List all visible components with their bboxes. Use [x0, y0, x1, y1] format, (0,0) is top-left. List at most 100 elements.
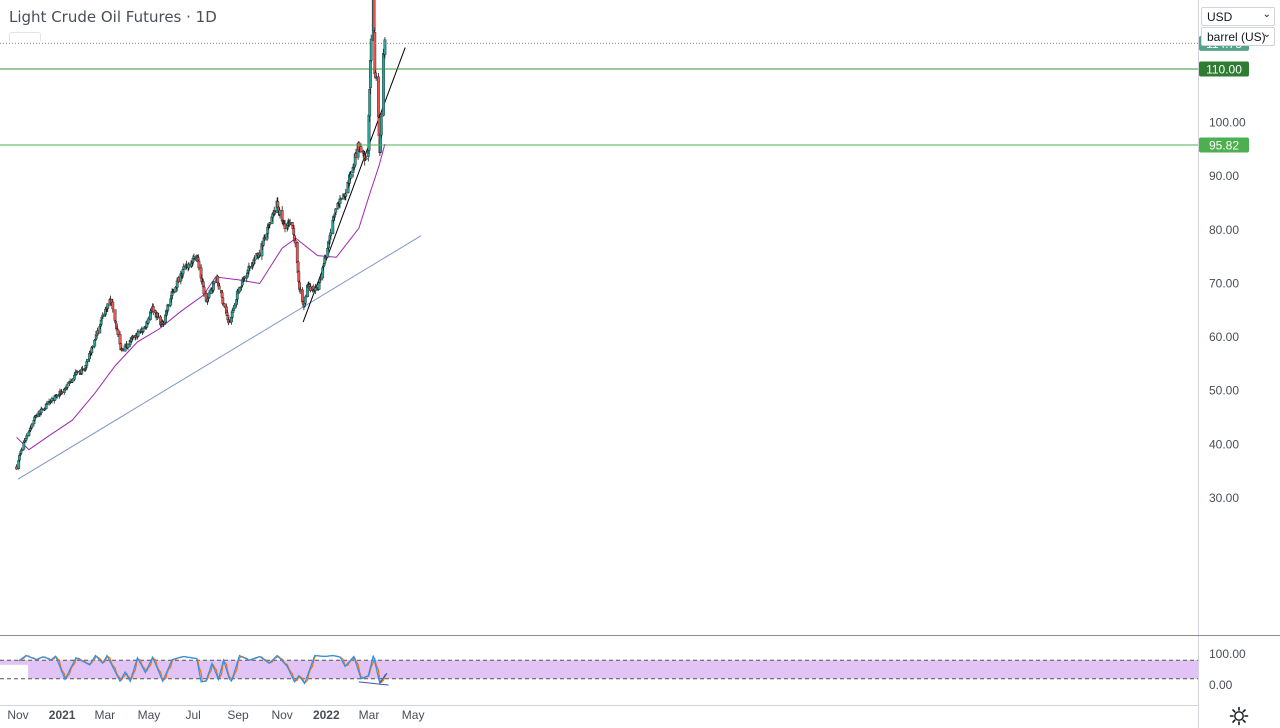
candle-up [235, 299, 238, 305]
price-tick-label: 40.00 [1209, 437, 1239, 451]
currency-select[interactable]: USD ⌄ [1201, 7, 1275, 26]
candle-up [382, 53, 385, 116]
candle-down [324, 257, 327, 259]
candle-up [383, 39, 387, 55]
price-tick-label: 50.00 [1209, 384, 1239, 398]
candle-down [197, 260, 201, 269]
candle-up [25, 435, 29, 439]
price-tick-label: 100.00 [1209, 116, 1246, 130]
candle-up [93, 340, 97, 347]
candle-up [339, 198, 343, 201]
candle-up [40, 408, 44, 410]
candle-up [32, 420, 36, 425]
candle-up [253, 259, 256, 261]
time-tick-label: May [402, 708, 425, 722]
currency-select-label: USD [1207, 10, 1233, 24]
candle-up [79, 373, 83, 375]
candle-down [222, 303, 226, 307]
axes: 30.00 40.00 50.00 60.00 70.00 80.00 90.00 100.0… [7, 8, 1246, 722]
candle-up [187, 263, 191, 269]
candle-down [319, 278, 322, 280]
candle-up [99, 319, 103, 325]
candle-up [182, 266, 186, 270]
stochastic-panel [0, 654, 1198, 686]
candle-up [166, 304, 170, 311]
candle-up [266, 226, 270, 234]
level-badge-bg [1199, 61, 1249, 77]
candle-up [167, 305, 170, 307]
candle-up [265, 233, 269, 240]
candle-up [322, 265, 325, 268]
level-badge: 95.82 [1209, 139, 1239, 153]
horizontal-levels [0, 42, 1198, 146]
candle-down [190, 262, 194, 264]
candle-up [86, 359, 89, 362]
candle-down [114, 321, 118, 324]
stoch-trendline [379, 672, 388, 683]
candle-up [327, 240, 331, 243]
candle-down [80, 368, 84, 370]
price-tick-label: 70.00 [1209, 276, 1239, 290]
candle-up [172, 291, 175, 294]
candle-up [364, 157, 368, 160]
candle-up [28, 430, 31, 432]
stoch-trendline [358, 681, 389, 686]
candle-down [298, 282, 301, 290]
candle-up [242, 278, 246, 280]
candle-up [250, 266, 254, 269]
price-tick-label: 30.00 [1209, 491, 1239, 505]
candle-up [162, 322, 165, 325]
candle-up [39, 409, 43, 414]
candle-up [369, 38, 373, 61]
time-tick-label: Nov [271, 708, 292, 722]
candle-down [151, 306, 155, 312]
gear-icon[interactable] [1229, 706, 1249, 726]
candle-up [212, 281, 216, 284]
candle-up [22, 442, 26, 450]
stoch-tick-label: 100.00 [1209, 647, 1246, 661]
candle-up [261, 240, 265, 246]
candle-up [83, 368, 87, 371]
candle-up [369, 60, 372, 89]
time-tick-label: Mar [359, 708, 380, 722]
candle-down [120, 348, 124, 350]
level-badge-bg [1199, 137, 1249, 153]
candle-up [303, 296, 307, 304]
time-tick-label: Sep [227, 708, 249, 722]
candle-up [314, 287, 317, 291]
stoch-k-line [18, 654, 387, 686]
candle-down [217, 285, 221, 290]
long-trendline [17, 235, 422, 480]
candle-up [238, 287, 241, 293]
candle-up [30, 424, 34, 428]
candle-up [72, 375, 76, 380]
candle-down [199, 267, 203, 279]
candle-down [227, 321, 231, 324]
candle-up [322, 263, 326, 266]
candle-up [379, 116, 383, 136]
candle-up [99, 324, 102, 327]
legend-toggle[interactable] [9, 32, 41, 41]
time-tick-label: Jul [185, 708, 200, 722]
candle-up [146, 318, 150, 324]
candle-down [111, 301, 115, 310]
candle-down [357, 142, 361, 151]
time-tick-label: Nov [7, 708, 28, 722]
candle-up [237, 292, 241, 294]
candle-up [329, 232, 332, 236]
candle-down [297, 271, 301, 283]
candle-down [202, 286, 206, 295]
level-badge: 110.00 [1206, 62, 1242, 76]
time-tick-label: 2021 [49, 708, 76, 722]
candle-down [301, 289, 304, 302]
candle-up [126, 343, 130, 348]
stoch-band-stub [0, 660, 29, 665]
unit-select[interactable]: barrel (US) ⌄ [1201, 27, 1275, 46]
candle-up [181, 269, 185, 275]
candle-down [293, 240, 297, 244]
stoch-band [28, 660, 1198, 679]
candle-down [359, 146, 363, 153]
candle-down [119, 343, 123, 351]
